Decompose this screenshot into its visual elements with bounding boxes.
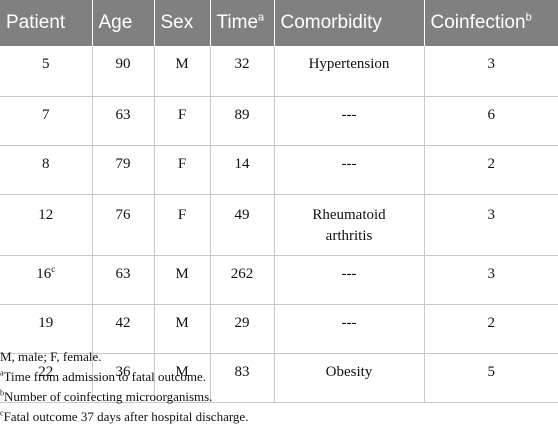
header-time: Timea bbox=[210, 0, 275, 46]
footnote-b-text: Number of coinfecting microorganisms. bbox=[4, 389, 213, 404]
cell-time: 32 bbox=[210, 46, 275, 97]
cell-comorbidity: --- bbox=[274, 96, 425, 146]
table-row: 16c 63 M 262 --- 3 bbox=[0, 255, 558, 305]
patient-id: 12 bbox=[38, 207, 54, 223]
footnote-abbreviations: M, male; F, female. bbox=[0, 349, 102, 364]
cell-time: 29 bbox=[210, 304, 275, 354]
cell-patient: 12 bbox=[0, 194, 93, 256]
table-footnotes: M, male; F, female. aTime from admission… bbox=[0, 347, 558, 427]
header-coinfection-label: Coinfection bbox=[430, 12, 526, 33]
cell-sex: F bbox=[154, 194, 211, 256]
table-row: 8 79 F 14 --- 2 bbox=[0, 145, 558, 195]
cell-patient: 22 bbox=[0, 353, 93, 403]
cell-coinfection: 2 bbox=[424, 304, 558, 354]
table-row: 5 90 M 32 Hypertension 3 bbox=[0, 46, 558, 97]
cell-age: 76 bbox=[92, 194, 155, 256]
footnote-b-mark: b bbox=[0, 388, 4, 398]
patient-id: 16 bbox=[36, 266, 52, 282]
cell-age: 79 bbox=[92, 145, 155, 195]
header-time-footnote-mark: a bbox=[258, 11, 265, 24]
cell-sex: M bbox=[154, 255, 211, 305]
footnote-c-text: Fatal outcome 37 days after hospital dis… bbox=[3, 409, 249, 424]
header-comorbidity: Comorbidity bbox=[274, 0, 425, 46]
cell-age: 90 bbox=[92, 46, 155, 97]
header-sex: Sex bbox=[154, 0, 211, 46]
footnote-c-mark: c bbox=[0, 408, 4, 418]
footnote-a: aTime from admission to fatal outcome. bbox=[0, 367, 558, 387]
cell-comorbidity: Rheumatoid arthritis bbox=[274, 194, 425, 256]
cell-sex: F bbox=[154, 145, 211, 195]
table-row: 12 76 F 49 Rheumatoid arthritis 3 bbox=[0, 194, 558, 256]
cell-comorbidity: Hypertension bbox=[274, 46, 425, 97]
cell-patient: 16c bbox=[0, 255, 93, 305]
cell-coinfection: 3 bbox=[424, 255, 558, 305]
cell-patient: 8 bbox=[0, 145, 93, 195]
cell-time: 83 bbox=[210, 353, 275, 403]
header-time-label: Time bbox=[216, 12, 259, 33]
cell-age: 42 bbox=[92, 304, 155, 354]
patient-table: Patient Age Sex Timea Comorbidity Coinfe… bbox=[0, 0, 558, 403]
cell-comorbidity: --- bbox=[274, 145, 425, 195]
cell-coinfection: 3 bbox=[424, 46, 558, 97]
cell-comorbidity: --- bbox=[274, 255, 425, 305]
footnote-a-text: Time from admission to fatal outcome. bbox=[3, 369, 207, 384]
cell-time: 262 bbox=[210, 255, 275, 305]
cell-sex: M bbox=[154, 353, 211, 403]
cell-time: 89 bbox=[210, 96, 275, 146]
header-age: Age bbox=[92, 0, 155, 46]
cell-patient: 5 bbox=[0, 46, 93, 97]
footnote-c: cFatal outcome 37 days after hospital di… bbox=[0, 407, 558, 427]
patient-id: 8 bbox=[42, 156, 50, 172]
patient-id: 22 bbox=[38, 364, 54, 380]
cell-time: 49 bbox=[210, 194, 275, 256]
patient-id: 19 bbox=[38, 315, 54, 331]
cell-coinfection: 2 bbox=[424, 145, 558, 195]
header-coinfection: Coinfectionb bbox=[424, 0, 558, 46]
table-header-row: Patient Age Sex Timea Comorbidity Coinfe… bbox=[0, 0, 558, 46]
table-row: 22 36 M 83 Obesity 5 bbox=[0, 353, 558, 403]
cell-coinfection: 6 bbox=[424, 96, 558, 146]
patient-footnote-mark: c bbox=[51, 264, 56, 274]
cell-age: 63 bbox=[92, 96, 155, 146]
patient-id: 7 bbox=[42, 107, 50, 123]
cell-sex: M bbox=[154, 304, 211, 354]
cell-coinfection: 5 bbox=[424, 353, 558, 403]
header-coinfection-footnote-mark: b bbox=[525, 11, 532, 24]
cell-sex: M bbox=[154, 46, 211, 97]
table-row: 19 42 M 29 --- 2 bbox=[0, 304, 558, 354]
table-row: 7 63 F 89 --- 6 bbox=[0, 96, 558, 146]
comorbidity-text: Rheumatoid arthritis bbox=[312, 207, 386, 244]
cell-time: 14 bbox=[210, 145, 275, 195]
cell-coinfection: 3 bbox=[424, 194, 558, 256]
cell-patient: 7 bbox=[0, 96, 93, 146]
cell-comorbidity: Obesity bbox=[274, 353, 425, 403]
cell-age: 36 bbox=[92, 353, 155, 403]
cell-age: 63 bbox=[92, 255, 155, 305]
footnote-a-mark: a bbox=[0, 368, 4, 378]
footnote-b: bNumber of coinfecting microorganisms. bbox=[0, 387, 558, 407]
cell-sex: F bbox=[154, 96, 211, 146]
cell-patient: 19 bbox=[0, 304, 93, 354]
patient-id: 5 bbox=[42, 56, 50, 72]
header-patient: Patient bbox=[0, 0, 93, 46]
cell-comorbidity: --- bbox=[274, 304, 425, 354]
